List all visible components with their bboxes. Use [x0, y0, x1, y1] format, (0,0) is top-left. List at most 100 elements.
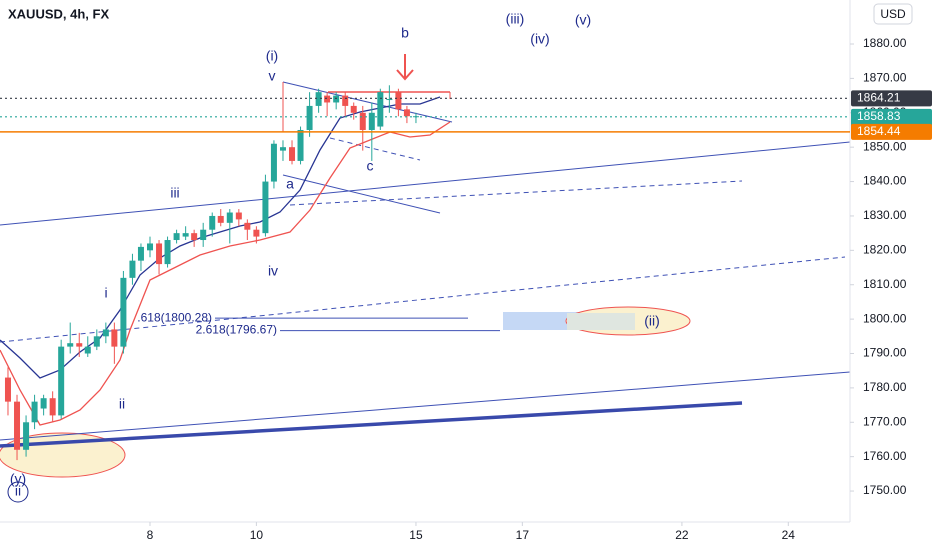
- candle-body: [403, 109, 410, 117]
- candle-body: [102, 329, 109, 337]
- triangle-line: [329, 137, 421, 161]
- candle-body: [386, 99, 393, 101]
- y-tick-label: 1870.00: [863, 71, 907, 85]
- price-tag-label: 1854.44: [857, 124, 901, 138]
- candle-body: [200, 229, 207, 241]
- candle-body: [279, 147, 286, 151]
- x-tick-label: 24: [782, 528, 796, 542]
- candle-body: [235, 212, 242, 220]
- fib-label: 2.618(1796.67): [196, 323, 277, 337]
- moving-average: [0, 121, 451, 426]
- candle-body: [129, 260, 136, 278]
- x-tick-label: 10: [250, 528, 264, 542]
- y-tick-label: 1790.00: [863, 346, 907, 360]
- y-tick-label: 1800.00: [863, 311, 907, 325]
- candle-body: [333, 95, 340, 103]
- candle-body: [182, 233, 189, 237]
- y-tick-label: 1880.00: [863, 36, 907, 50]
- candle-body: [297, 129, 304, 161]
- y-tick-label: 1770.00: [863, 414, 907, 428]
- candle-body: [226, 212, 233, 223]
- price-tag: [851, 90, 932, 107]
- candle-body: [350, 105, 357, 113]
- candle-body: [395, 92, 402, 110]
- currency-button[interactable]: [873, 3, 913, 25]
- candle-body: [93, 336, 100, 347]
- candle-body: [306, 105, 313, 130]
- x-tick-label: 8: [147, 528, 154, 542]
- candle-body: [111, 329, 118, 347]
- wave-label: (iii): [506, 11, 525, 27]
- wave-label: iv: [268, 263, 278, 279]
- candle-body: [217, 215, 224, 223]
- x-tick-label: 22: [675, 528, 689, 542]
- candle-body: [270, 143, 277, 182]
- candle-body: [289, 147, 296, 161]
- triangle-line: [282, 174, 441, 214]
- candle-body: [49, 398, 56, 416]
- candle-body: [137, 246, 144, 261]
- candle-body: [191, 233, 198, 241]
- y-tick-label: 1760.00: [863, 449, 907, 463]
- price-tag-label: 1858.83: [857, 109, 901, 123]
- wave-label: i: [104, 285, 107, 301]
- wave-label: b: [401, 25, 409, 41]
- candle-body: [76, 343, 83, 347]
- candle-body: [173, 233, 180, 241]
- wave-label: v: [269, 68, 276, 84]
- wave-label: (v): [575, 12, 591, 28]
- candle-body: [14, 401, 21, 450]
- wave-circle: [7, 481, 29, 503]
- candle-body: [67, 343, 74, 347]
- candle-body: [359, 112, 366, 130]
- x-tick-label: 17: [516, 528, 530, 542]
- candle-body: [368, 112, 375, 130]
- candle-body: [164, 240, 171, 265]
- drawings: [0, 54, 851, 503]
- y-tick-label: 1780.00: [863, 380, 907, 394]
- wave-label: (y): [10, 471, 26, 487]
- candle-body: [58, 346, 65, 416]
- wave-label: c: [367, 158, 374, 174]
- candle-body: [23, 422, 30, 450]
- candle-body: [209, 215, 216, 230]
- y-tick-label: 1840.00: [863, 174, 907, 188]
- wave-label: ii: [119, 396, 125, 412]
- trend-line: [0, 371, 851, 441]
- candle-body: [147, 243, 153, 251]
- trend-line: [0, 256, 846, 343]
- candle-body: [253, 229, 260, 237]
- wave-label: (iv): [530, 31, 549, 47]
- trend-line: [0, 141, 851, 226]
- x-tick-label: 15: [409, 528, 423, 542]
- price-tag: [851, 123, 932, 140]
- candle-body: [31, 401, 38, 423]
- candle-body: [262, 181, 269, 234]
- triangle-line: [282, 81, 453, 123]
- fib-label: .618(1800.28): [137, 310, 212, 324]
- arrow: [396, 54, 414, 81]
- wave-label: (ii): [644, 313, 660, 329]
- candle-body: [324, 95, 331, 103]
- currency-label[interactable]: USD: [880, 7, 906, 21]
- y-tick-label: 1820.00: [863, 243, 907, 257]
- candle-body: [120, 277, 127, 347]
- candle-body: [84, 346, 91, 354]
- trend-line: [0, 401, 743, 448]
- wave-label: a: [286, 176, 294, 192]
- candle-body: [315, 92, 322, 106]
- wave-label: (i): [266, 48, 278, 64]
- candle-body: [156, 243, 163, 265]
- price-tag-label: 1864.21: [857, 90, 901, 104]
- chart-title: XAUUSD, 4h, FX: [8, 6, 109, 21]
- trend-line: [289, 180, 743, 206]
- moving-average: [0, 96, 441, 379]
- highlight-box: [567, 313, 635, 330]
- candle-body: [244, 222, 251, 230]
- candle-body: [4, 377, 11, 402]
- candle-body: [40, 398, 47, 409]
- y-tick-label: 1750.00: [863, 483, 907, 497]
- candle-body: [342, 95, 349, 106]
